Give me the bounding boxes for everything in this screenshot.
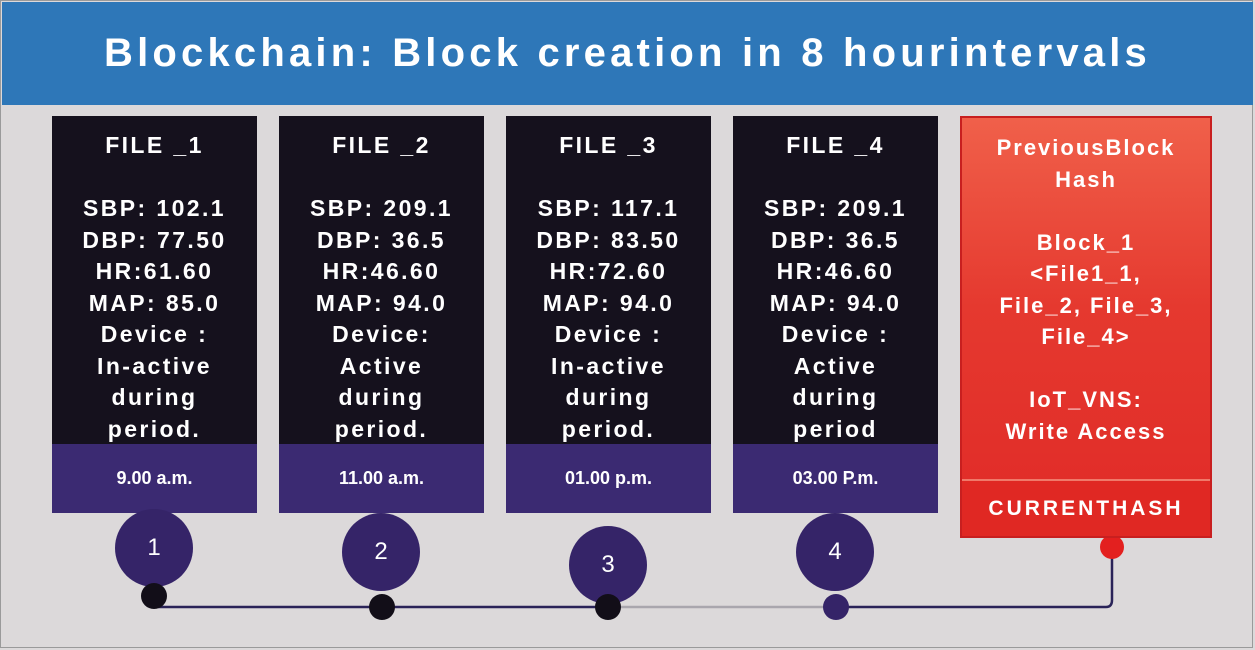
current-hash-label: CURRENTHASH	[962, 479, 1210, 536]
step-circle-3: 3	[569, 526, 647, 604]
timeline-node-2	[369, 594, 395, 620]
hr-value: HR:72.60	[549, 258, 668, 284]
device-label: Device :	[100, 321, 209, 347]
hr-value: HR:46.60	[322, 258, 441, 284]
device-status: In-active	[551, 352, 666, 379]
sbp-value: SBP: 102.1	[83, 195, 226, 221]
file-title: FILE _3	[559, 132, 658, 158]
device-label: Device :	[781, 321, 890, 347]
step-circle-1: 1	[115, 509, 193, 587]
device-status-period: period.	[107, 415, 202, 442]
block-files-line-3: File_4>	[1041, 324, 1131, 349]
block-name: Block_1	[1036, 229, 1136, 255]
file-title: FILE _1	[105, 132, 204, 158]
file-card-3: FILE _3 SBP: 117.1 DBP: 83.50 HR:72.60 M…	[506, 116, 711, 513]
device-status: Active	[793, 352, 878, 379]
hr-value: HR:61.60	[95, 258, 214, 284]
device-label: Device :	[554, 321, 663, 347]
block-files-line-2: File_2, File_3,	[999, 292, 1173, 318]
device-status-during: during	[565, 384, 652, 410]
file-card-1: FILE _1 SBP: 102.1 DBP: 77.50 HR:61.60 M…	[52, 116, 257, 513]
timeline-node-3	[595, 594, 621, 620]
sbp-value: SBP: 209.1	[764, 195, 907, 221]
access-level: Write Access	[1005, 418, 1167, 444]
hash-block-card: PreviousBlock Hash Block_1 <File1_1, Fil…	[960, 116, 1212, 538]
map-value: MAP: 94.0	[769, 289, 902, 316]
file-time: 9.00 a.m.	[52, 444, 257, 513]
timeline-node-4	[823, 594, 849, 620]
device-status: In-active	[97, 352, 212, 379]
dbp-value: DBP: 36.5	[317, 226, 446, 253]
file-time: 11.00 a.m.	[279, 444, 484, 513]
page-title: Blockchain: Block creation in 8 hourinte…	[103, 31, 1151, 75]
device-status-period: period.	[334, 415, 429, 442]
file-time: 03.00 P.m.	[733, 444, 938, 513]
header-banner: Blockchain: Block creation in 8 hourinte…	[2, 2, 1253, 105]
step-circle-2: 2	[342, 513, 420, 591]
map-value: MAP: 94.0	[542, 289, 675, 316]
dbp-value: DBP: 36.5	[771, 226, 900, 253]
map-value: MAP: 85.0	[88, 289, 221, 316]
sbp-value: SBP: 209.1	[310, 195, 453, 221]
device-status-during: during	[792, 384, 879, 410]
hash-heading-line-2: Hash	[1055, 166, 1117, 192]
file-title: FILE _4	[786, 132, 885, 158]
file-title: FILE _2	[332, 132, 431, 158]
device-status-period: period.	[561, 415, 656, 442]
access-owner: IoT_VNS:	[1029, 387, 1143, 412]
dbp-value: DBP: 77.50	[82, 226, 227, 253]
timeline-node-1	[141, 583, 167, 609]
map-value: MAP: 94.0	[315, 289, 448, 316]
dbp-value: DBP: 83.50	[536, 226, 681, 253]
device-status-during: during	[338, 384, 425, 410]
file-time: 01.00 p.m.	[506, 444, 711, 513]
device-status-during: during	[111, 384, 198, 410]
file-card-2: FILE _2 SBP: 209.1 DBP: 36.5 HR:46.60 MA…	[279, 116, 484, 513]
block-files-line-1: <File1_1,	[1030, 261, 1142, 286]
device-label: Device:	[332, 321, 431, 347]
file-card-4: FILE _4 SBP: 209.1 DBP: 36.5 HR:46.60 MA…	[733, 116, 938, 513]
device-status: Active	[339, 352, 424, 379]
hash-heading-line-1: PreviousBlock	[996, 135, 1176, 160]
step-circle-4: 4	[796, 513, 874, 591]
sbp-value: SBP: 117.1	[537, 195, 680, 221]
device-status-period: period	[793, 415, 878, 442]
hr-value: HR:46.60	[776, 258, 895, 284]
